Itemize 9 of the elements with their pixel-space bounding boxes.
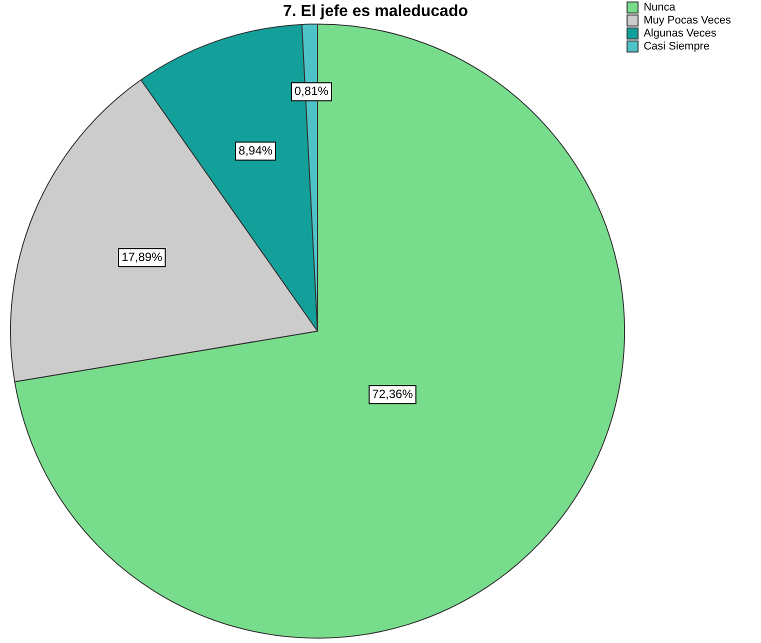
legend-label: Muy Pocas Veces bbox=[644, 14, 732, 27]
data-label: 17,89% bbox=[122, 250, 163, 264]
chart-title: 7. El jefe es maleducado bbox=[283, 3, 468, 20]
data-label: 8,94% bbox=[238, 143, 273, 158]
data-label: 72,36% bbox=[372, 386, 414, 401]
data-label: 0,81% bbox=[294, 84, 329, 98]
legend-label: Nunca bbox=[644, 2, 676, 14]
legend-label: Casi Siempre bbox=[644, 40, 710, 53]
legend-label: Algunas Veces bbox=[644, 28, 717, 40]
